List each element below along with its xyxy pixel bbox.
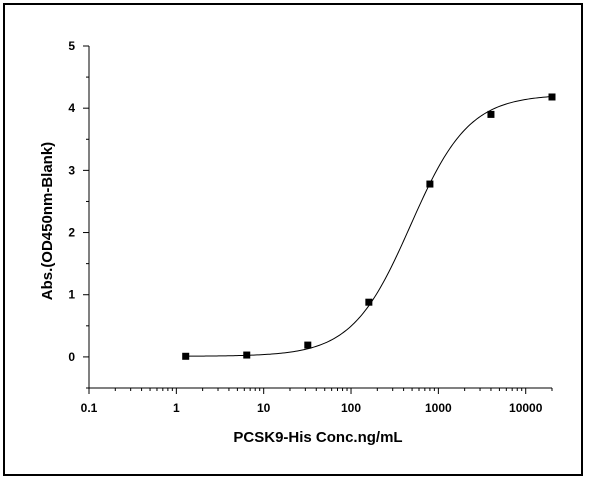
data-point <box>548 93 556 101</box>
data-point <box>426 180 434 188</box>
data-point <box>182 352 190 360</box>
x-tick-label: 0.1 <box>81 401 98 415</box>
y-tick-label: 4 <box>68 101 75 115</box>
x-tick-label: 1 <box>173 401 180 415</box>
data-points <box>182 93 556 360</box>
x-tick-label: 10000 <box>509 401 543 415</box>
fit-curve <box>185 96 553 357</box>
data-point <box>487 110 495 118</box>
data-point <box>365 298 373 306</box>
y-tick-label: 5 <box>68 39 75 53</box>
data-point <box>243 351 251 359</box>
y-tick-label: 2 <box>68 226 75 240</box>
y-axis-title: Abs.(OD450nm-Blank) <box>39 142 56 300</box>
x-tick-label: 1000 <box>425 401 452 415</box>
chart-frame <box>3 3 583 476</box>
data-point <box>304 341 312 349</box>
y-tick-label: 3 <box>68 163 75 177</box>
y-tick-label: 0 <box>68 350 75 364</box>
x-axis-title: PCSK9-His Conc.ng/mL <box>233 429 402 446</box>
tick-labels: 0.1 1 10 100 1000 10000 0 1 2 3 4 5 <box>68 39 542 415</box>
y-tick-label: 1 <box>68 288 75 302</box>
fit-curve-layer <box>185 96 553 357</box>
x-tick-label: 100 <box>341 401 361 415</box>
x-tick-label: 10 <box>257 401 271 415</box>
axes <box>83 45 553 394</box>
